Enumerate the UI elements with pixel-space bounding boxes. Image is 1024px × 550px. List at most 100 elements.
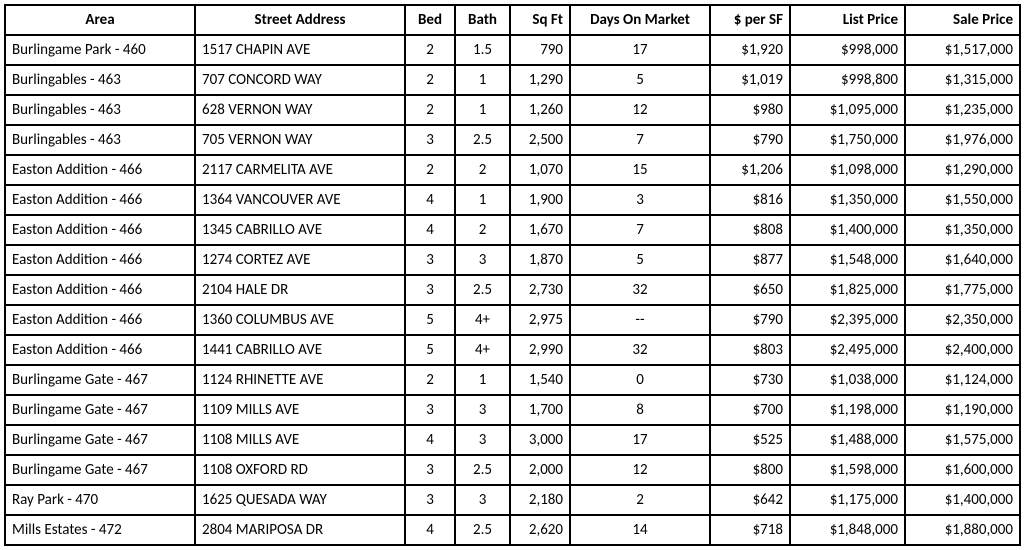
cell-dom: 0 [570,365,710,395]
cell-area: Easton Addition - 466 [5,245,195,275]
cell-sale: $1,550,000 [905,185,1020,215]
cell-sqft: 1,670 [510,215,570,245]
table-row: Burlingame Gate - 4671109 MILLS AVE331,7… [5,395,1020,425]
cell-dom: 12 [570,95,710,125]
table-row: Ray Park - 4701625 QUESADA WAY332,1802$6… [5,485,1020,515]
cell-addr: 1108 OXFORD RD [195,455,405,485]
cell-psf: $700 [710,395,790,425]
cell-bed: 4 [405,515,455,545]
table-row: Easton Addition - 4661441 CABRILLO AVE54… [5,335,1020,365]
cell-bed: 3 [405,455,455,485]
cell-list: $1,848,000 [790,515,905,545]
cell-area: Burlingables - 463 [5,125,195,155]
table-row: Burlingables - 463705 VERNON WAY32.52,50… [5,125,1020,155]
cell-area: Burlingame Gate - 467 [5,455,195,485]
cell-sale: $2,350,000 [905,305,1020,335]
cell-bath: 2.5 [455,125,510,155]
header-addr: Street Address [195,5,405,35]
cell-addr: 2804 MARIPOSA DR [195,515,405,545]
cell-area: Burlingame Gate - 467 [5,365,195,395]
table-row: Burlingame Gate - 4671124 RHINETTE AVE21… [5,365,1020,395]
cell-dom: 3 [570,185,710,215]
cell-bed: 2 [405,65,455,95]
cell-list: $998,000 [790,35,905,65]
cell-dom: 17 [570,425,710,455]
cell-dom: 12 [570,455,710,485]
cell-psf: $730 [710,365,790,395]
cell-area: Easton Addition - 466 [5,185,195,215]
cell-addr: 705 VERNON WAY [195,125,405,155]
cell-list: $1,350,000 [790,185,905,215]
cell-psf: $800 [710,455,790,485]
table-row: Burlingables - 463707 CONCORD WAY211,290… [5,65,1020,95]
cell-area: Ray Park - 470 [5,485,195,515]
table-row: Burlingame Park - 4601517 CHAPIN AVE21.5… [5,35,1020,65]
cell-list: $2,495,000 [790,335,905,365]
cell-psf: $1,920 [710,35,790,65]
cell-psf: $816 [710,185,790,215]
cell-sqft: 1,260 [510,95,570,125]
cell-list: $998,800 [790,65,905,95]
cell-sqft: 790 [510,35,570,65]
cell-sale: $1,350,000 [905,215,1020,245]
cell-sale: $1,517,000 [905,35,1020,65]
cell-bed: 4 [405,425,455,455]
cell-sqft: 1,900 [510,185,570,215]
table-row: Burlingame Gate - 4671108 OXFORD RD32.52… [5,455,1020,485]
cell-area: Burlingame Gate - 467 [5,395,195,425]
cell-dom: -- [570,305,710,335]
table-row: Burlingame Gate - 4671108 MILLS AVE433,0… [5,425,1020,455]
cell-sale: $1,640,000 [905,245,1020,275]
cell-bed: 3 [405,125,455,155]
header-bed: Bed [405,5,455,35]
cell-bed: 3 [405,275,455,305]
cell-sqft: 1,070 [510,155,570,185]
cell-bed: 3 [405,245,455,275]
cell-bath: 1 [455,185,510,215]
cell-addr: 1517 CHAPIN AVE [195,35,405,65]
cell-bath: 4+ [455,335,510,365]
table-header: AreaStreet AddressBedBathSq FtDays On Ma… [5,5,1020,35]
cell-sale: $1,235,000 [905,95,1020,125]
cell-addr: 1345 CABRILLO AVE [195,215,405,245]
cell-psf: $980 [710,95,790,125]
table-row: Easton Addition - 4662117 CARMELITA AVE2… [5,155,1020,185]
cell-sale: $1,880,000 [905,515,1020,545]
cell-bath: 2.5 [455,515,510,545]
cell-addr: 628 VERNON WAY [195,95,405,125]
cell-dom: 5 [570,245,710,275]
cell-bed: 2 [405,155,455,185]
cell-bed: 4 [405,185,455,215]
table-body: Burlingame Park - 4601517 CHAPIN AVE21.5… [5,35,1020,545]
cell-bed: 2 [405,35,455,65]
cell-list: $1,488,000 [790,425,905,455]
cell-sqft: 2,990 [510,335,570,365]
cell-sale: $1,290,000 [905,155,1020,185]
cell-sale: $1,190,000 [905,395,1020,425]
cell-psf: $642 [710,485,790,515]
cell-bath: 2.5 [455,455,510,485]
cell-dom: 15 [570,155,710,185]
cell-psf: $1,019 [710,65,790,95]
cell-bath: 2.5 [455,275,510,305]
cell-addr: 707 CONCORD WAY [195,65,405,95]
cell-list: $1,750,000 [790,125,905,155]
cell-sqft: 1,290 [510,65,570,95]
cell-dom: 14 [570,515,710,545]
table-row: Easton Addition - 4661360 COLUMBUS AVE54… [5,305,1020,335]
cell-list: $1,095,000 [790,95,905,125]
cell-dom: 5 [570,65,710,95]
header-area: Area [5,5,195,35]
cell-sale: $1,124,000 [905,365,1020,395]
cell-sqft: 1,870 [510,245,570,275]
cell-list: $1,175,000 [790,485,905,515]
cell-area: Easton Addition - 466 [5,305,195,335]
cell-dom: 7 [570,215,710,245]
cell-addr: 1441 CABRILLO AVE [195,335,405,365]
cell-addr: 1625 QUESADA WAY [195,485,405,515]
cell-list: $1,598,000 [790,455,905,485]
cell-addr: 1109 MILLS AVE [195,395,405,425]
cell-addr: 1124 RHINETTE AVE [195,365,405,395]
table-row: Easton Addition - 4661345 CABRILLO AVE42… [5,215,1020,245]
cell-dom: 32 [570,335,710,365]
